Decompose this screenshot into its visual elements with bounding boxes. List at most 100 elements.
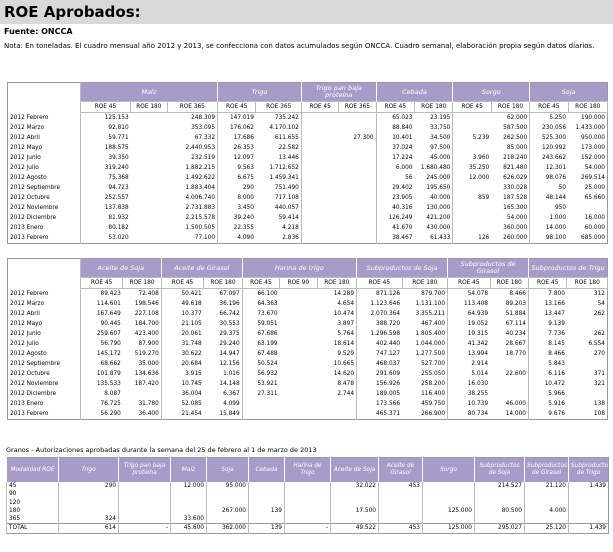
group-header: Trigo <box>217 82 302 102</box>
cell: 67.114 <box>505 321 526 327</box>
cell: 2.440.953 <box>185 145 216 151</box>
column-header: ROE 180 <box>567 101 609 113</box>
cell: 4.099 <box>223 401 240 407</box>
data-row: 2012 Octubre 252.557 4.006.740 8.000 717.108… <box>8 193 608 203</box>
column-header: ROE 180 <box>566 277 608 289</box>
data-row: 90 <box>6 490 609 499</box>
cell: 360.000 <box>503 225 528 231</box>
cell: 72.408 <box>138 291 159 297</box>
cell: 6.675 <box>217 173 256 183</box>
cell: 230.056 <box>529 123 569 133</box>
cell <box>58 490 119 499</box>
cell: 113.408 <box>447 299 491 309</box>
cell: 147.019 <box>217 112 256 123</box>
cell: 1.123.646 <box>356 299 403 309</box>
row-label: 2012 Noviembre <box>10 205 59 211</box>
cell <box>317 409 356 420</box>
cell <box>284 498 331 507</box>
cell: 198.546 <box>134 301 159 307</box>
cell: 23.905 <box>375 193 415 203</box>
monthly-products-table: Aceite de Soja Aceite de Girasol Harina de… <box>7 258 608 420</box>
cell: 17.224 <box>375 153 415 163</box>
cell: 295.027 <box>474 523 525 534</box>
cell <box>131 153 167 163</box>
weekly-table: Modalidad ROE Trigo Trigo pan baja proteín… <box>6 457 609 534</box>
cell: 26.353 <box>217 143 256 153</box>
cell: 747.127 <box>356 349 403 359</box>
column-header: ROE 45 <box>217 101 257 113</box>
cell: 67.488 <box>241 349 280 359</box>
row-label: 2012 Junio <box>10 155 41 161</box>
cell: 527.700 <box>421 361 446 367</box>
cell: 80.734 <box>447 409 491 420</box>
title: ROE Aprobados: <box>0 0 613 24</box>
cell: 12.156 <box>219 361 240 367</box>
cell: 56.790 <box>79 339 123 349</box>
row-label: 2012 Febrero <box>10 114 49 121</box>
row-label: 2013 Enero <box>10 225 44 231</box>
cell: 45.000 <box>430 155 451 161</box>
cell: 266.900 <box>421 411 446 417</box>
column-header: ROE 180 <box>489 277 529 289</box>
cell: 10.665 <box>333 361 355 367</box>
cell: 255.050 <box>421 371 446 377</box>
row-label: 2012 Abril <box>10 135 40 141</box>
cell <box>280 299 317 309</box>
cell: 25.120 <box>524 523 569 534</box>
cell <box>280 359 317 369</box>
cell: 440.057 <box>274 205 299 211</box>
data-row: 2012 Diciembre 8.087 36.004 6.367 27.311 2.74… <box>8 389 608 399</box>
cell: 1.016 <box>223 371 240 377</box>
cell: 114.601 <box>79 299 123 309</box>
cell: 227.108 <box>134 311 159 317</box>
cell: 1.500.505 <box>185 225 216 231</box>
cell <box>568 515 609 524</box>
cell: 1.805.400 <box>415 331 446 337</box>
cell <box>131 203 167 213</box>
cell: 611.655 <box>274 135 299 141</box>
cell: 60.000 <box>584 225 605 231</box>
column-header: Aceite de Girasol <box>378 457 423 482</box>
cell: 2.731.883 <box>185 205 216 211</box>
cell: 89.203 <box>505 301 526 307</box>
cell: 38.255 <box>447 389 491 399</box>
cell: 39.350 <box>79 153 131 163</box>
cell: 3.915 <box>160 369 204 379</box>
group-header: Harina de trigo <box>241 258 357 278</box>
cell: 54.000 <box>506 215 528 221</box>
cell <box>248 490 285 499</box>
cell: 67.332 <box>194 135 216 141</box>
column-header: ROE 45 <box>375 101 415 113</box>
cell: 17.500 <box>330 506 379 516</box>
column-header: ROE 180 <box>490 101 531 113</box>
cell: 120.992 <box>529 143 569 153</box>
row-label: 2012 Julio <box>10 341 39 347</box>
cell: 8.466 <box>527 349 567 359</box>
cell <box>280 379 317 389</box>
cell: 80.500 <box>474 506 525 516</box>
cell: 23.195 <box>430 115 451 121</box>
cell: 214.527 <box>474 482 525 491</box>
cell: 49.618 <box>160 299 204 309</box>
cell: 459.750 <box>421 401 446 407</box>
cell: 184.700 <box>134 321 159 327</box>
column-header: ROE 180 <box>316 277 358 289</box>
monthly-grain-table: Maíz Trigo Trigo pan baja proteína Cebada So… <box>7 82 609 244</box>
cell <box>339 223 376 233</box>
cell <box>284 482 331 491</box>
column-header: ROE 45 <box>447 277 491 289</box>
column-header: ROE 45 <box>160 277 205 289</box>
cell: 3.897 <box>337 321 355 327</box>
cell: 46.000 <box>505 401 526 407</box>
cell <box>300 112 339 123</box>
cell <box>567 319 608 329</box>
cell <box>300 153 339 163</box>
cell: 35.250 <box>452 163 492 173</box>
cell: 85.000 <box>506 145 528 151</box>
cell: 1.131.100 <box>415 301 446 307</box>
cell: 18.614 <box>333 341 355 347</box>
row-label: 2012 Agosto <box>10 175 47 181</box>
cell: 14.000 <box>529 223 569 233</box>
cell: 188.575 <box>79 143 131 153</box>
